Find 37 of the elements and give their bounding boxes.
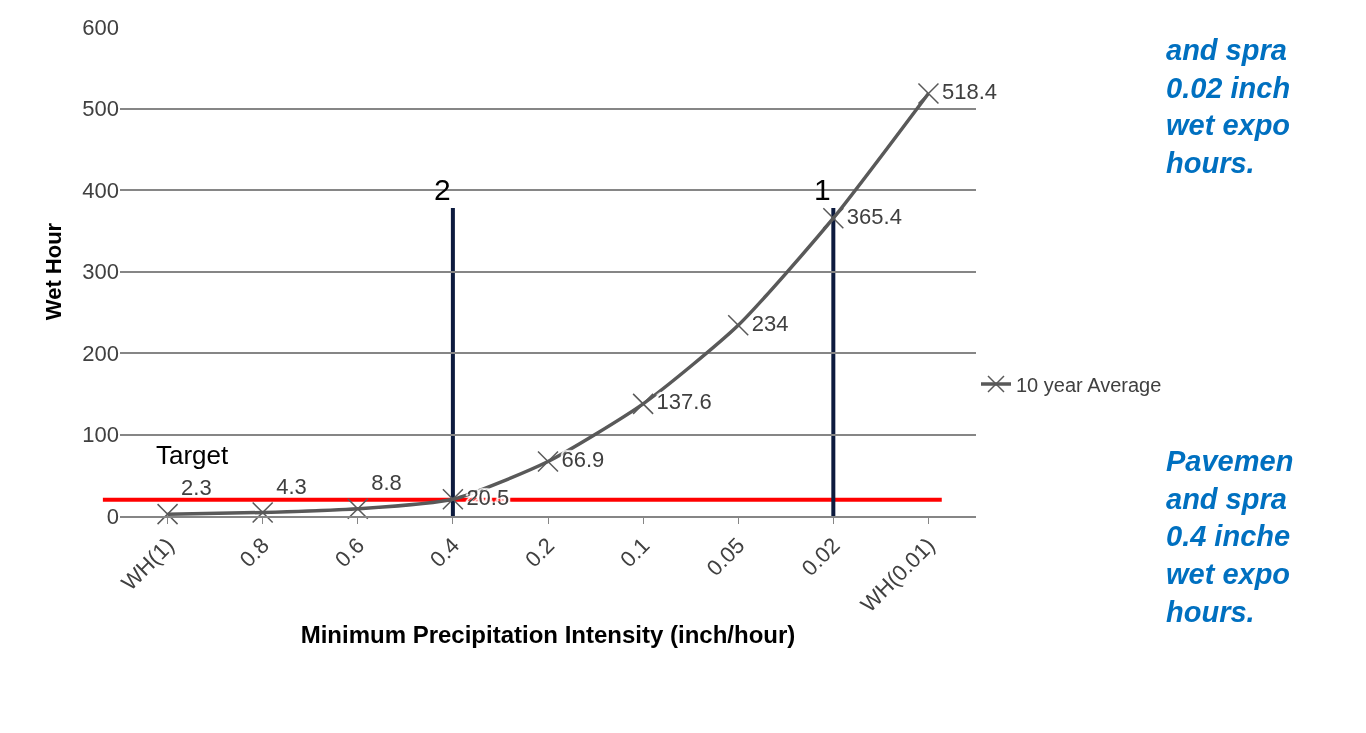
ref-line-label: Target — [156, 440, 230, 470]
data-label: 137.6 — [656, 389, 712, 415]
point — [347, 498, 369, 520]
data-label: 518.4 — [941, 79, 997, 104]
data-label: 2.3 — [181, 475, 212, 501]
data-label: 234 — [751, 310, 789, 336]
text: Pavemen and spra 0.4 inche wet expo hours. — [1166, 445, 1294, 628]
y-tick-label: 400 — [82, 177, 119, 203]
x-tick-label: 0.4 — [424, 532, 465, 573]
data-label: 66.9 — [561, 446, 605, 472]
x-tick-label: 0.1 — [615, 532, 655, 573]
point — [442, 488, 464, 511]
point — [251, 501, 274, 524]
x-tick-label: 0.02 — [796, 532, 845, 581]
legend-label: 10 year Average — [1016, 373, 1162, 396]
x-tick-label: 0.8 — [234, 532, 274, 573]
y-tick-label: 100 — [82, 422, 119, 448]
y-tick-label: 200 — [82, 340, 119, 366]
data-label: 8.8 — [371, 469, 402, 495]
text: and spra 0.02 inch wet expo hours. — [1166, 34, 1291, 180]
y-tick-label: 500 — [82, 96, 119, 122]
x-axis-title: Minimum Precipitation Intensity (inch/hour) — [300, 620, 796, 648]
point — [156, 503, 179, 525]
x-tick-label: 0.6 — [329, 532, 370, 573]
ref-line-label: 2 — [434, 173, 451, 206]
point — [537, 450, 559, 473]
ref-line-label: 1 — [814, 173, 831, 206]
data-label: 365.4 — [846, 203, 902, 229]
point — [917, 82, 940, 105]
point — [822, 207, 845, 229]
x-tick-label: 0.2 — [520, 532, 560, 573]
data-label: 4.3 — [276, 473, 307, 499]
point — [632, 393, 654, 415]
y-tick-label: 300 — [82, 259, 119, 285]
y-tick-label: 0 — [106, 503, 119, 529]
y-tick-label: 600 — [82, 14, 119, 40]
y-axis-title: Wet Hour — [41, 222, 67, 321]
